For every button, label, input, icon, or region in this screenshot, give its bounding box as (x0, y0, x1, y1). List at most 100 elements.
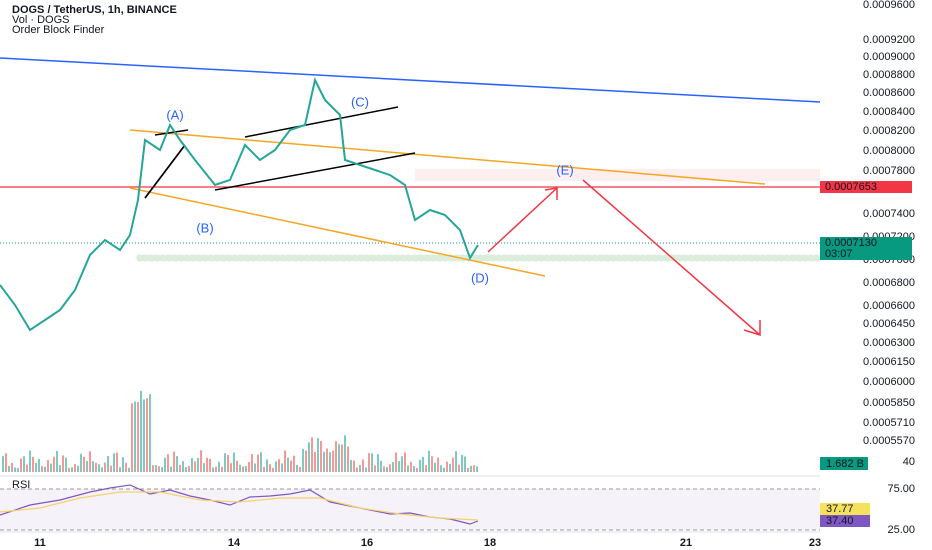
volume-bar (191, 457, 193, 472)
volume-bar (332, 450, 334, 472)
volume-bar (434, 462, 436, 472)
wave-label: (E) (556, 162, 573, 177)
volume-bar (386, 467, 388, 472)
volume-bar (470, 465, 472, 472)
volume-bar (416, 467, 418, 472)
volume-bar (326, 448, 328, 472)
volume-bar (53, 456, 55, 472)
volume-bar (2, 456, 4, 472)
volume-bar (95, 462, 97, 472)
volume-bar (338, 444, 340, 472)
volume-bar (194, 461, 196, 472)
rsi-axis-label: 25.00 (887, 524, 915, 536)
price-label: 0.0005850 (863, 397, 915, 409)
volume-bar (83, 456, 85, 472)
price-label: 0.0008400 (863, 106, 915, 118)
price-tag (820, 237, 912, 260)
volume-bar (374, 465, 376, 472)
arrow-head (544, 187, 558, 200)
volume-bar (278, 459, 280, 472)
volume-bar (209, 458, 211, 472)
price-label: 0.0009000 (863, 51, 915, 63)
volume-bar (239, 464, 241, 472)
volume-bar (134, 401, 136, 472)
volume-bar (383, 466, 385, 472)
volume-bar (104, 462, 106, 472)
volume-tag-label: 1.682 B (826, 458, 864, 470)
volume-bar (101, 467, 103, 472)
volume-bar (23, 456, 25, 472)
volume-bar (365, 467, 367, 472)
volume-bar (266, 459, 268, 472)
time-label: 23 (809, 537, 821, 549)
volume-bar (251, 454, 253, 472)
volume-bar (170, 466, 172, 472)
rsi-tag-label: 37.77 (826, 503, 854, 515)
volume-bar (431, 456, 433, 472)
volume-bar (452, 457, 454, 472)
volume-bar (242, 466, 244, 472)
price-tag-label: 03:07 (825, 248, 853, 260)
volume-bar (443, 467, 445, 472)
volume-bar (329, 452, 331, 472)
volume-bar (296, 464, 298, 472)
volume-bar (167, 454, 169, 472)
volume-bar (284, 450, 286, 472)
volume-bar (62, 455, 64, 472)
price-label: 40 (903, 456, 915, 468)
volume-bar (404, 452, 406, 472)
volume-bar (92, 461, 94, 472)
price-label: 0.0006450 (863, 318, 915, 330)
volume-bar (428, 450, 430, 472)
volume-bar (71, 467, 73, 472)
volume-bar (410, 461, 412, 472)
rsi-label: RSI (12, 479, 30, 491)
volume-bar (293, 455, 295, 472)
volume-bar (26, 464, 28, 472)
channel-line (129, 129, 766, 185)
volume-bar (377, 454, 379, 472)
volume-bar (98, 464, 100, 472)
volume-bar (464, 456, 466, 472)
volume-bar (50, 463, 52, 472)
volume-bar (260, 452, 262, 472)
volume-bar (74, 464, 76, 472)
volume-bar (446, 461, 448, 472)
volume-bar (179, 464, 181, 472)
volume-bar (350, 459, 352, 472)
rsi-band (0, 489, 820, 530)
volume-bar (272, 467, 274, 472)
volume-bar (398, 461, 400, 472)
price-label: 0.0008600 (863, 87, 915, 99)
volume-bar (347, 446, 349, 472)
volume-bar (35, 462, 37, 472)
volume-bar (137, 402, 139, 472)
volume-bar (230, 463, 232, 472)
volume-bar (476, 466, 478, 472)
rsi-tag-label: 37.40 (826, 515, 854, 527)
volume-bar (155, 465, 157, 472)
volume-bar (467, 467, 469, 472)
price-label: 0.0005570 (863, 435, 915, 447)
volume-bar (146, 398, 148, 472)
channel-line (129, 187, 546, 277)
volume-bar (341, 444, 343, 472)
volume-bar (188, 466, 190, 472)
volume-bar (269, 464, 271, 472)
volume-bar (20, 458, 22, 472)
price-label: 0.0008800 (863, 69, 915, 81)
volume-bar (275, 461, 277, 472)
time-label: 11 (34, 537, 46, 549)
price-tag-label: 0.0007130 (825, 237, 877, 249)
volume-bar (131, 403, 133, 472)
wedge-line (144, 144, 186, 199)
volume-bar (302, 448, 304, 472)
price-label: 0.0007400 (863, 208, 915, 220)
volume-bar (221, 466, 223, 472)
header-indicator: Order Block Finder (12, 24, 105, 36)
volume-bar (425, 465, 427, 472)
volume-bar (437, 457, 439, 472)
header-symbol: DOGS / TetherUS, 1h, BINANCE (12, 4, 177, 16)
volume-bar (149, 394, 151, 472)
